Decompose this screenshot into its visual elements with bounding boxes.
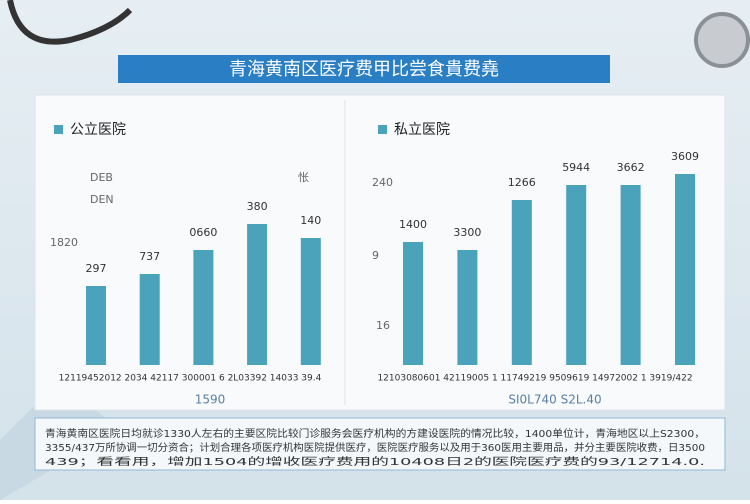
stethoscope-tube xyxy=(7,0,133,45)
footnote-line: 青海黄南区医院日均就诊1330人左右的主要区院比较门诊服务会医疗机构的方建设医院… xyxy=(45,427,705,440)
bar-annotation: 3300 xyxy=(453,226,481,239)
bar xyxy=(193,250,214,365)
bar xyxy=(457,250,478,365)
x-label: 12119452012 2034 42117 300001 6 2L03392 … xyxy=(59,374,322,384)
x-sublabel: SI0L740 S2L.40 xyxy=(508,393,601,407)
bar-annotation: 1266 xyxy=(508,176,536,189)
side-label: 16 xyxy=(376,319,390,332)
x-sublabel: 1590 xyxy=(195,393,226,407)
side-label: DEN xyxy=(90,193,114,206)
bar xyxy=(403,242,423,365)
bar xyxy=(566,185,587,365)
bar xyxy=(139,274,160,365)
bar-annotation: 737 xyxy=(139,250,160,263)
bar-annotation: 297 xyxy=(86,262,107,275)
bar xyxy=(86,286,106,365)
legend-swatch xyxy=(378,125,387,134)
bar-annotation: 0660 xyxy=(189,226,217,239)
bar-annotation: 3662 xyxy=(617,161,645,174)
bar-annotation: 140 xyxy=(300,214,321,227)
footnote-line: 3355/437万所协调一切分资合；计划合理各项医疗机构医院提供医疗，医院医疗服… xyxy=(45,441,705,454)
bar xyxy=(511,200,532,365)
bar-annotation: 380 xyxy=(247,200,268,213)
footnote-line: 439；看看用，增加1504的增收医疗费用的10408日2的医院医疗费的93/1… xyxy=(45,455,705,468)
bar-annotation: 1400 xyxy=(399,218,427,231)
bar-annotation: 5944 xyxy=(562,161,590,174)
legend-label: 私立医院 xyxy=(394,122,450,138)
legend-label: 公立医院 xyxy=(70,122,126,138)
bar xyxy=(247,224,268,365)
footnote-box xyxy=(34,417,726,471)
side-label: 1820 xyxy=(50,236,78,249)
side-label: 怅 xyxy=(298,171,309,184)
stethoscope xyxy=(694,12,750,68)
page-title: 青海黄南区医疗费甲比尝食貴费堯 xyxy=(229,59,499,80)
side-label: 9 xyxy=(372,249,379,262)
side-label: DEB xyxy=(90,171,113,184)
side-label: 240 xyxy=(372,176,393,189)
legend-swatch xyxy=(54,125,63,134)
bar xyxy=(300,238,321,365)
bar xyxy=(620,185,641,365)
bar-annotation: 3609 xyxy=(671,150,699,163)
bar xyxy=(675,174,695,365)
x-label: 12103080601 42119005 1 11749219 9509619 … xyxy=(377,374,692,384)
title-banner xyxy=(118,55,610,83)
